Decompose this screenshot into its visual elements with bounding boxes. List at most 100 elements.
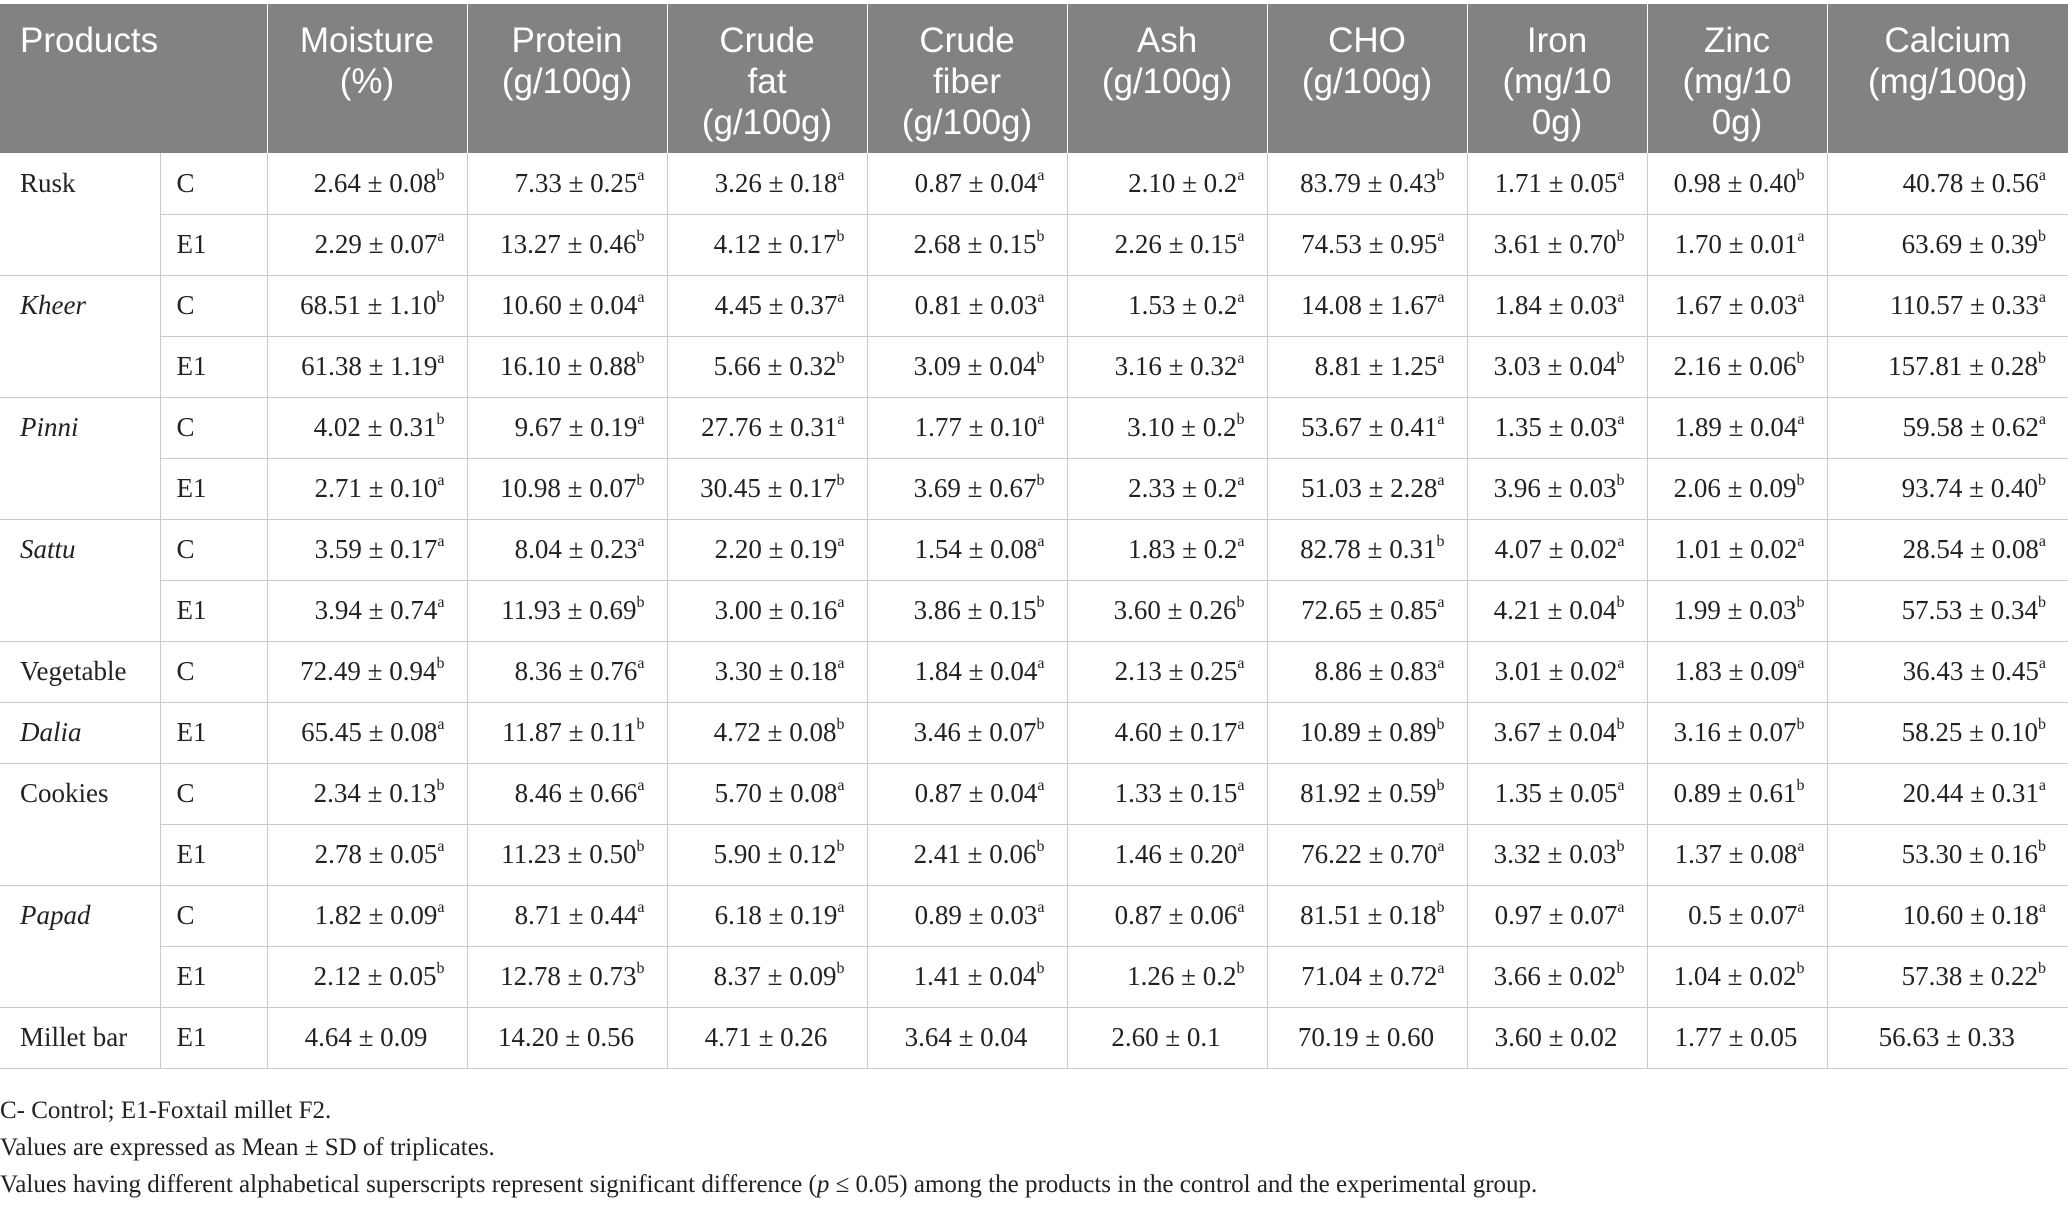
- value-cell: 3.69 ± 0.67b: [866, 458, 1067, 520]
- group-code: E1: [159, 824, 267, 886]
- mean-sd-value: 30.45 ± 0.17: [700, 473, 837, 503]
- mean-sd-value: 8.37 ± 0.09: [713, 961, 837, 991]
- mean-sd-value: 3.09 ± 0.04: [913, 351, 1037, 381]
- significance-superscript: a: [1237, 472, 1245, 489]
- value-cell: 157.81 ± 0.28b: [1826, 336, 2068, 398]
- mean-sd-value: 2.13 ± 0.25: [1114, 656, 1238, 686]
- significance-superscript: b: [1236, 594, 1245, 611]
- significance-superscript: a: [1037, 289, 1045, 306]
- value-cell: 56.63 ± 0.33: [1826, 1007, 2068, 1069]
- table-row: Kheer C 68.51 ± 1.10b 10.60 ± 0.04a 4.45 ± 0…: [0, 275, 2068, 337]
- value-cell: 1.26 ± 0.2b: [1066, 946, 1267, 1008]
- value-cell: 0.89 ± 0.03a: [866, 885, 1067, 947]
- significance-superscript: b: [436, 411, 445, 428]
- column-header: Moisture (%): [266, 4, 467, 153]
- significance-superscript: b: [1796, 350, 1805, 367]
- mean-sd-value: 8.86 ± 0.83: [1314, 656, 1438, 686]
- value-cell: 16.10 ± 0.88b: [466, 336, 667, 398]
- group-code: E1: [159, 702, 267, 764]
- mean-sd-value: 53.30 ± 0.16: [1901, 839, 2038, 869]
- significance-superscript: a: [1617, 166, 1625, 184]
- significance-superscript: a: [437, 594, 445, 611]
- value-cell: 1.77 ± 0.10a: [866, 397, 1067, 459]
- significance-superscript: b: [836, 350, 845, 367]
- significance-superscript: a: [1617, 289, 1625, 306]
- significance-superscript: b: [1796, 960, 1805, 977]
- group-code: E1: [159, 214, 267, 276]
- mean-sd-value: 1.01 ± 0.02: [1674, 534, 1798, 564]
- value-cell: 36.43 ± 0.45a: [1826, 641, 2068, 703]
- mean-sd-value: 11.87 ± 0.11: [502, 717, 637, 747]
- table-row: Pinni C 4.02 ± 0.31b 9.67 ± 0.19a 27.76 ± 0.…: [0, 397, 2068, 459]
- value-cell: 110.57 ± 0.33a: [1826, 275, 2068, 337]
- mean-sd-value: 14.20 ± 0.56: [497, 1022, 635, 1052]
- mean-sd-value: 59.58 ± 0.62: [1902, 412, 2039, 442]
- mean-sd-value: 3.03 ± 0.04: [1493, 351, 1617, 381]
- value-cell: 0.87 ± 0.04a: [866, 763, 1067, 825]
- mean-sd-value: 1.35 ± 0.03: [1494, 412, 1618, 442]
- footnote-significance-text: Values having different alphabetical sup…: [0, 1171, 817, 1198]
- value-cell: 1.84 ± 0.03a: [1466, 275, 1647, 337]
- value-cell: 1.01 ± 0.02a: [1646, 519, 1827, 581]
- significance-superscript: b: [636, 838, 645, 855]
- significance-superscript: b: [436, 655, 445, 672]
- mean-sd-value: 4.45 ± 0.37: [714, 290, 838, 320]
- product-name: Papad: [20, 900, 91, 931]
- value-cell: 1.35 ± 0.03a: [1466, 397, 1647, 459]
- value-cell: 9.67 ± 0.19a: [466, 397, 667, 459]
- table-row: Dalia E1 65.45 ± 0.08a 11.87 ± 0.11b 4.72 ± …: [0, 702, 2068, 764]
- significance-superscript: a: [637, 655, 645, 672]
- footnote-abbreviations: C- Control; E1-Foxtail millet F2.: [0, 1097, 332, 1124]
- mean-sd-value: 11.93 ± 0.69: [501, 595, 637, 625]
- value-cell: 70.19 ± 0.60: [1266, 1007, 1467, 1069]
- significance-superscript: a: [837, 594, 845, 611]
- value-cell: 72.65 ± 0.85a: [1266, 580, 1467, 642]
- mean-sd-value: 71.04 ± 0.72: [1301, 961, 1438, 991]
- significance-superscript: a: [437, 472, 445, 489]
- significance-superscript: a: [2038, 533, 2046, 550]
- value-cell: 2.68 ± 0.15b: [866, 214, 1067, 276]
- value-cell: 51.03 ± 2.28a: [1266, 458, 1467, 520]
- value-cell: 11.87 ± 0.11b: [466, 702, 667, 764]
- significance-superscript: a: [1437, 472, 1445, 489]
- group-code: C: [159, 519, 267, 581]
- significance-superscript: a: [1237, 289, 1245, 306]
- column-header-line: Products: [20, 21, 159, 60]
- group-code: C: [159, 885, 267, 947]
- significance-superscript: a: [1797, 411, 1805, 428]
- significance-superscript: b: [436, 166, 445, 184]
- significance-superscript: a: [1237, 350, 1245, 367]
- significance-superscript: a: [2038, 411, 2046, 428]
- mean-sd-value: 1.77 ± 0.10: [914, 412, 1038, 442]
- group-code: C: [159, 763, 267, 825]
- value-cell: 8.86 ± 0.83a: [1266, 641, 1467, 703]
- significance-superscript: b: [1236, 960, 1245, 977]
- mean-sd-value: 2.34 ± 0.13: [313, 778, 437, 808]
- mean-sd-value: 157.81 ± 0.28: [1888, 351, 2038, 381]
- value-cell: 3.00 ± 0.16a: [666, 580, 867, 642]
- significance-superscript: b: [2038, 472, 2046, 489]
- value-cell: 3.16 ± 0.07b: [1646, 702, 1827, 764]
- value-cell: 3.09 ± 0.04b: [866, 336, 1067, 398]
- column-header-line: (g/100g): [501, 62, 633, 101]
- mean-sd-value: 3.30 ± 0.18: [714, 656, 838, 686]
- significance-superscript: a: [1437, 411, 1445, 428]
- column-header-line: (mg/10: [1682, 62, 1792, 101]
- column-header: Protein (g/100g): [466, 4, 667, 153]
- value-cell: 3.26 ± 0.18a: [666, 153, 867, 215]
- significance-superscript: a: [1797, 899, 1805, 916]
- significance-superscript: a: [1617, 411, 1625, 428]
- mean-sd-value: 1.26 ± 0.2: [1127, 961, 1237, 991]
- value-cell: 2.29 ± 0.07a: [266, 214, 467, 276]
- mean-sd-value: 9.67 ± 0.19: [514, 412, 638, 442]
- value-cell: 3.67 ± 0.04b: [1466, 702, 1647, 764]
- table-row: E1 2.71 ± 0.10a 10.98 ± 0.07b 30.45 ± 0.17b…: [0, 458, 2068, 520]
- significance-superscript: a: [1617, 655, 1625, 672]
- value-cell: 1.33 ± 0.15a: [1066, 763, 1267, 825]
- significance-superscript: a: [1437, 350, 1445, 367]
- column-header: Calcium (mg/100g): [1826, 4, 2068, 153]
- mean-sd-value: 4.12 ± 0.17: [713, 229, 837, 259]
- table-row: Papad C 1.82 ± 0.09a 8.71 ± 0.44a 6.18 ± 0.1…: [0, 885, 2068, 947]
- significance-superscript: b: [1036, 228, 1045, 245]
- mean-sd-value: 5.70 ± 0.08: [714, 778, 838, 808]
